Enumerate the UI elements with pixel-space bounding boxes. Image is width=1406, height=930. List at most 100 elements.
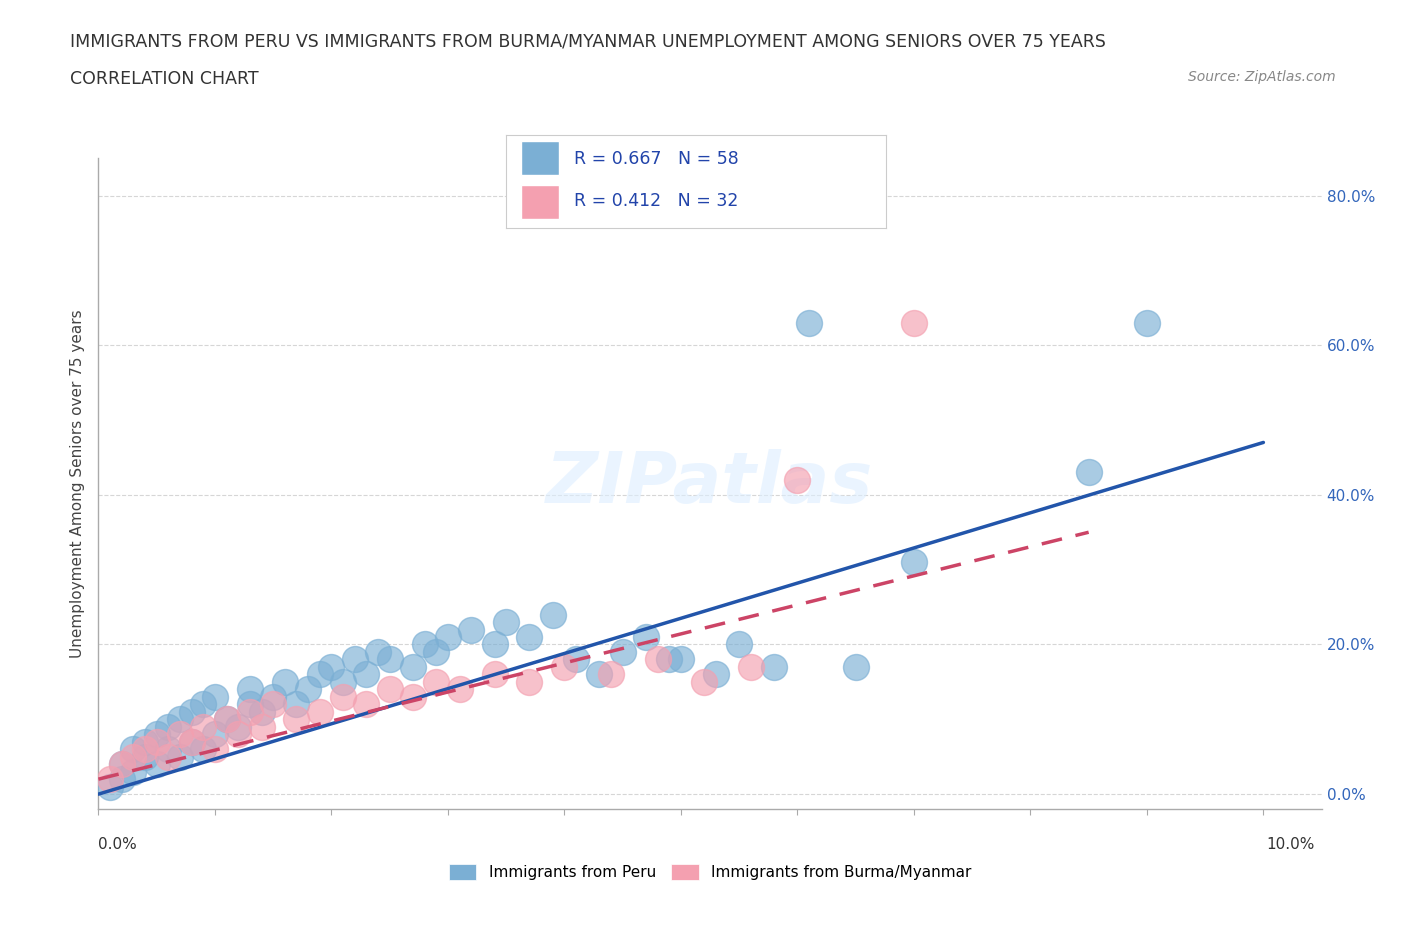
Point — [122, 764, 145, 779]
FancyBboxPatch shape — [522, 185, 560, 219]
Point — [134, 735, 156, 750]
Point — [157, 719, 180, 734]
Point — [1136, 315, 1159, 330]
Point — [157, 750, 180, 764]
Point — [588, 667, 610, 682]
Point — [297, 682, 319, 697]
Point — [519, 674, 541, 689]
Text: ZIPatlas: ZIPatlas — [547, 449, 873, 518]
Point — [145, 757, 167, 772]
Point — [728, 637, 751, 652]
Point — [145, 727, 167, 742]
Point — [693, 674, 716, 689]
Point — [169, 750, 191, 764]
Legend: Immigrants from Peru, Immigrants from Burma/Myanmar: Immigrants from Peru, Immigrants from Bu… — [443, 857, 977, 886]
Point — [378, 652, 401, 667]
Point — [134, 742, 156, 757]
Point — [239, 704, 262, 719]
Point — [484, 667, 506, 682]
Point — [449, 682, 471, 697]
Point — [356, 697, 378, 711]
Point — [658, 652, 681, 667]
Point — [1077, 465, 1099, 480]
Point — [367, 644, 389, 659]
Point — [180, 735, 202, 750]
Point — [204, 689, 226, 704]
Point — [239, 682, 262, 697]
Point — [169, 711, 191, 726]
Point — [193, 742, 215, 757]
Point — [226, 727, 249, 742]
Point — [250, 704, 273, 719]
Point — [332, 689, 354, 704]
Point — [425, 674, 447, 689]
Point — [634, 630, 657, 644]
Point — [180, 704, 202, 719]
Point — [845, 659, 868, 674]
Point — [402, 659, 425, 674]
Point — [226, 719, 249, 734]
Point — [111, 772, 134, 787]
Point — [343, 652, 366, 667]
Point — [669, 652, 692, 667]
Point — [903, 315, 925, 330]
Point — [157, 742, 180, 757]
Text: 0.0%: 0.0% — [98, 837, 138, 852]
Point — [308, 704, 330, 719]
Point — [332, 674, 354, 689]
Point — [321, 659, 343, 674]
Point — [193, 697, 215, 711]
Point — [308, 667, 330, 682]
Point — [797, 315, 820, 330]
Point — [111, 757, 134, 772]
FancyBboxPatch shape — [522, 141, 560, 175]
Point — [134, 750, 156, 764]
Point — [285, 711, 308, 726]
Point — [215, 711, 238, 726]
Point — [193, 719, 215, 734]
Point — [274, 674, 297, 689]
Point — [98, 772, 121, 787]
Point — [215, 711, 238, 726]
Y-axis label: Unemployment Among Seniors over 75 years: Unemployment Among Seniors over 75 years — [70, 310, 86, 658]
Point — [763, 659, 786, 674]
Text: CORRELATION CHART: CORRELATION CHART — [70, 70, 259, 87]
Point — [553, 659, 575, 674]
Point — [122, 750, 145, 764]
Point — [239, 697, 262, 711]
Point — [460, 622, 482, 637]
Point — [425, 644, 447, 659]
Point — [437, 630, 460, 644]
Point — [378, 682, 401, 697]
Point — [122, 742, 145, 757]
Point — [250, 719, 273, 734]
Text: IMMIGRANTS FROM PERU VS IMMIGRANTS FROM BURMA/MYANMAR UNEMPLOYMENT AMONG SENIORS: IMMIGRANTS FROM PERU VS IMMIGRANTS FROM … — [70, 33, 1107, 50]
Point — [111, 757, 134, 772]
Point — [495, 615, 517, 630]
Point — [413, 637, 436, 652]
Text: 10.0%: 10.0% — [1267, 837, 1315, 852]
Point — [903, 554, 925, 569]
Point — [145, 735, 167, 750]
Text: Source: ZipAtlas.com: Source: ZipAtlas.com — [1188, 70, 1336, 84]
Text: R = 0.667   N = 58: R = 0.667 N = 58 — [575, 150, 740, 167]
Point — [285, 697, 308, 711]
Point — [356, 667, 378, 682]
Point — [740, 659, 762, 674]
Point — [204, 742, 226, 757]
Point — [565, 652, 588, 667]
Point — [402, 689, 425, 704]
Point — [600, 667, 623, 682]
Point — [541, 607, 564, 622]
Text: R = 0.412   N = 32: R = 0.412 N = 32 — [575, 193, 740, 210]
Point — [180, 735, 202, 750]
Point — [519, 630, 541, 644]
Point — [262, 689, 284, 704]
Point — [612, 644, 634, 659]
Point — [484, 637, 506, 652]
Point — [704, 667, 727, 682]
Point — [98, 779, 121, 794]
Point — [204, 727, 226, 742]
Point — [169, 727, 191, 742]
Point — [786, 472, 808, 487]
